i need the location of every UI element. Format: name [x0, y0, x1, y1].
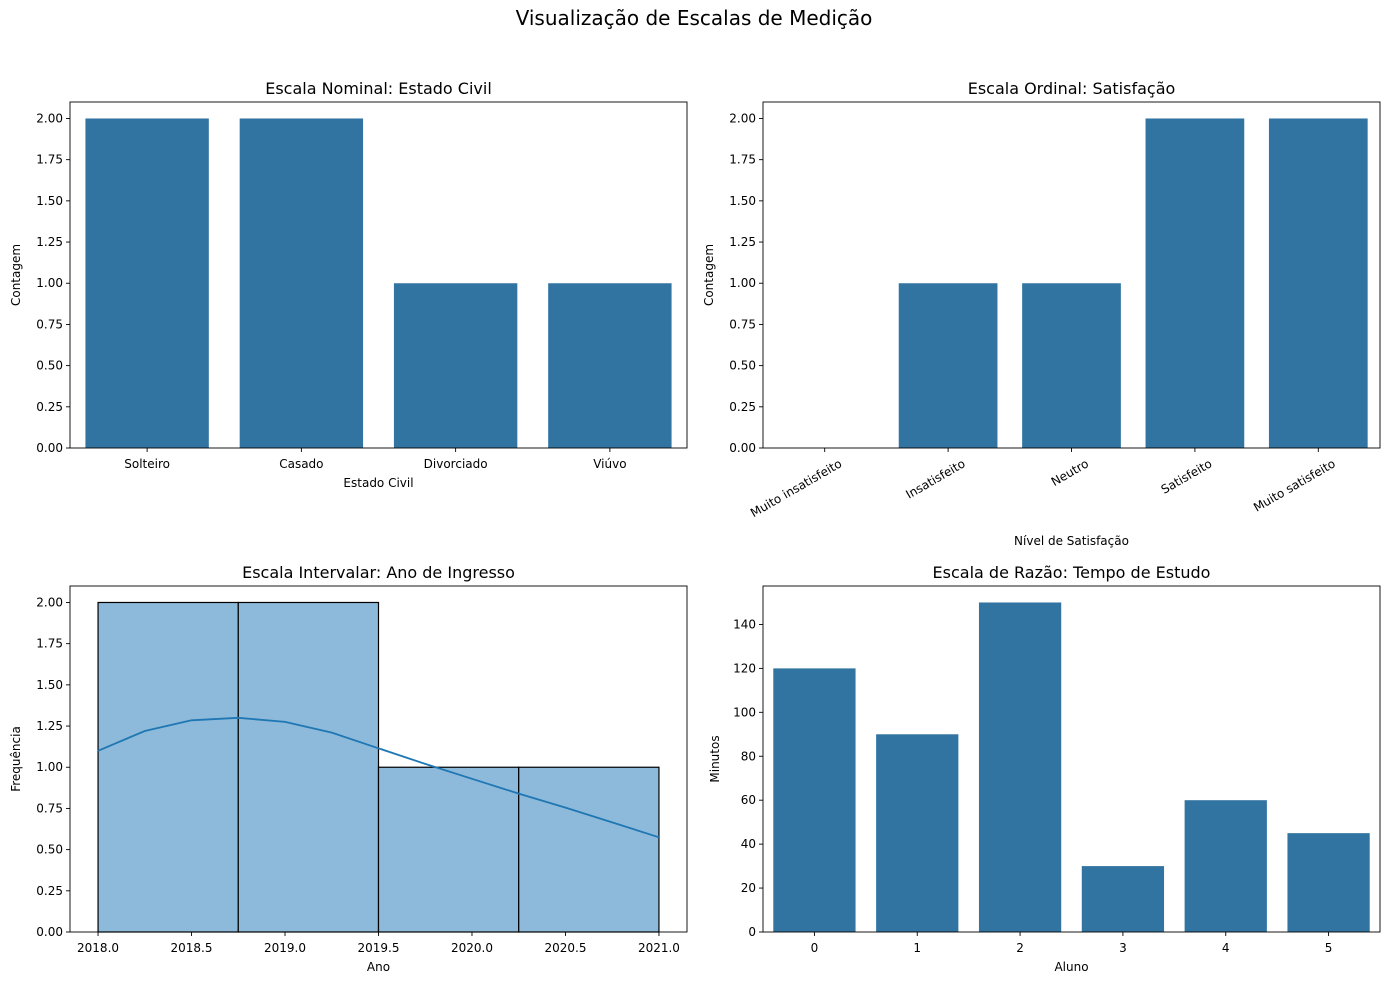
- ytick-label-2-5: 1.25: [36, 719, 63, 733]
- xtick-label-2-2: 2019.0: [264, 941, 306, 955]
- bar-3-0: [773, 668, 856, 932]
- ytick-label-1-7: 1.75: [729, 153, 756, 167]
- xtick-label-0-0: Solteiro: [124, 457, 170, 471]
- ytick-label-3-3: 60: [741, 793, 756, 807]
- xtick-label-3-1: 1: [913, 941, 921, 955]
- hist-bin-1: [237, 601, 380, 933]
- xtick-label-1-4: Muito satisfeito: [1251, 456, 1338, 514]
- subplot-title-1: Escala Ordinal: Satisfação: [968, 79, 1176, 98]
- axes-frame-3: [762, 585, 1381, 933]
- xtick-label-2-4: 2020.0: [451, 941, 493, 955]
- ytick-label-0-8: 2.00: [36, 111, 63, 125]
- ytick-label-1-3: 0.75: [729, 317, 756, 331]
- ytick-label-1-5: 1.25: [729, 235, 756, 249]
- ytick-label-1-8: 2.00: [729, 111, 756, 125]
- bar-1-4: [1268, 118, 1368, 448]
- ytick-label-2-2: 0.50: [36, 843, 63, 857]
- xtick-label-2-6: 2021.0: [638, 941, 680, 955]
- y-axis-label-1: Contagem: [702, 244, 716, 306]
- y-axis-label-2: Frequência: [9, 726, 23, 792]
- bar-3-4: [1184, 800, 1267, 932]
- kde-line: [97, 716, 660, 839]
- ytick-label-0-2: 0.50: [36, 359, 63, 373]
- xtick-label-0-3: Viúvo: [593, 457, 626, 471]
- ytick-label-0-1: 0.25: [36, 400, 63, 414]
- ytick-label-3-1: 20: [741, 881, 756, 895]
- x-axis-label-2: Ano: [367, 960, 390, 974]
- ytick-label-1-0: 0.00: [729, 441, 756, 455]
- xtick-label-2-5: 2020.5: [544, 941, 586, 955]
- ytick-label-3-6: 120: [733, 661, 756, 675]
- ytick-label-1-1: 0.25: [729, 400, 756, 414]
- bar-0-2: [393, 283, 518, 448]
- xtick-label-1-3: Satisfeito: [1159, 456, 1215, 496]
- ytick-label-0-7: 1.75: [36, 153, 63, 167]
- xtick-label-1-0: Muito insatisfeito: [748, 456, 844, 520]
- ytick-label-2-6: 1.50: [36, 678, 63, 692]
- bar-1-2: [1022, 283, 1121, 448]
- ytick-label-2-4: 1.00: [36, 760, 63, 774]
- xtick-label-3-3: 3: [1119, 941, 1127, 955]
- subplot-0: 0.00 0.25 0.50 0.75 1.00 1.25 1.50 1.75 2.00 Solt…: [9, 79, 688, 490]
- ytick-label-1-6: 1.50: [729, 194, 756, 208]
- xtick-label-2-1: 2018.5: [171, 941, 213, 955]
- bar-3-2: [978, 602, 1062, 932]
- ytick-label-2-3: 0.75: [36, 801, 63, 815]
- ytick-label-2-8: 2.00: [36, 595, 63, 609]
- x-axis-label-3: Aluno: [1054, 960, 1088, 974]
- ytick-label-1-2: 0.50: [729, 359, 756, 373]
- bar-0-0: [85, 118, 209, 448]
- xtick-label-3-4: 4: [1222, 941, 1230, 955]
- subplot-title-3: Escala de Razão: Tempo de Estudo: [933, 563, 1211, 582]
- ytick-label-2-0: 0.00: [36, 925, 63, 939]
- xtick-label-2-3: 2019.5: [358, 941, 400, 955]
- subplot-3: 0 20 40 60 80 100 120 140 0 1 2 3 4 5 Escala de Razão:…: [708, 563, 1381, 974]
- bar-1-1: [898, 283, 998, 448]
- ytick-label-0-4: 1.00: [36, 276, 63, 290]
- ytick-label-1-4: 1.00: [729, 276, 756, 290]
- ytick-label-3-7: 140: [733, 617, 756, 631]
- ytick-label-0-3: 0.75: [36, 317, 63, 331]
- bar-0-3: [548, 283, 672, 448]
- bar-3-5: [1287, 833, 1370, 932]
- hist-bin-0: [97, 601, 239, 933]
- xtick-label-0-2: Divorciado: [424, 457, 488, 471]
- y-axis-label-0: Contagem: [9, 244, 23, 306]
- hist-bin-2: [377, 766, 520, 933]
- ytick-label-0-0: 0.00: [36, 441, 63, 455]
- xtick-label-3-2: 2: [1016, 941, 1024, 955]
- xtick-label-1-2: Neutro: [1049, 456, 1091, 488]
- bar-1-3: [1145, 118, 1245, 448]
- ytick-label-3-0: 0: [748, 925, 756, 939]
- subplot-2: 0.00 0.25 0.50 0.75 1.00 1.25 1.50 1.75 2.00 2018…: [9, 563, 688, 974]
- ytick-label-3-4: 80: [741, 749, 756, 763]
- x-axis-label-0: Estado Civil: [343, 476, 413, 490]
- bar-3-1: [876, 734, 959, 932]
- xtick-label-2-0: 2018.0: [77, 941, 119, 955]
- ytick-label-2-1: 0.25: [36, 884, 63, 898]
- figure-title: Visualização de Escalas de Medição: [516, 6, 873, 30]
- xtick-label-3-5: 5: [1325, 941, 1333, 955]
- ytick-label-3-2: 40: [741, 837, 756, 851]
- ytick-label-2-7: 1.75: [36, 637, 63, 651]
- hist-bin-3: [518, 766, 660, 933]
- ytick-label-3-5: 100: [733, 705, 756, 719]
- y-axis-label-3: Minutos: [708, 735, 722, 782]
- axes-frame-0: [69, 101, 688, 449]
- x-axis-label-1: Nível de Satisfação: [1014, 534, 1129, 548]
- xtick-label-3-0: 0: [811, 941, 819, 955]
- subplot-title-2: Escala Intervalar: Ano de Ingresso: [242, 563, 515, 582]
- bar-3-3: [1081, 866, 1165, 932]
- ytick-label-0-5: 1.25: [36, 235, 63, 249]
- subplot-1: 0.00 0.25 0.50 0.75 1.00 1.25 1.50 1.75 2.00 Muit…: [702, 79, 1381, 548]
- xtick-label-1-1: Insatisfeito: [903, 456, 967, 501]
- bar-0-1: [239, 118, 364, 448]
- ytick-label-0-6: 1.50: [36, 194, 63, 208]
- xtick-label-0-1: Casado: [279, 457, 323, 471]
- subplot-title-0: Escala Nominal: Estado Civil: [265, 79, 492, 98]
